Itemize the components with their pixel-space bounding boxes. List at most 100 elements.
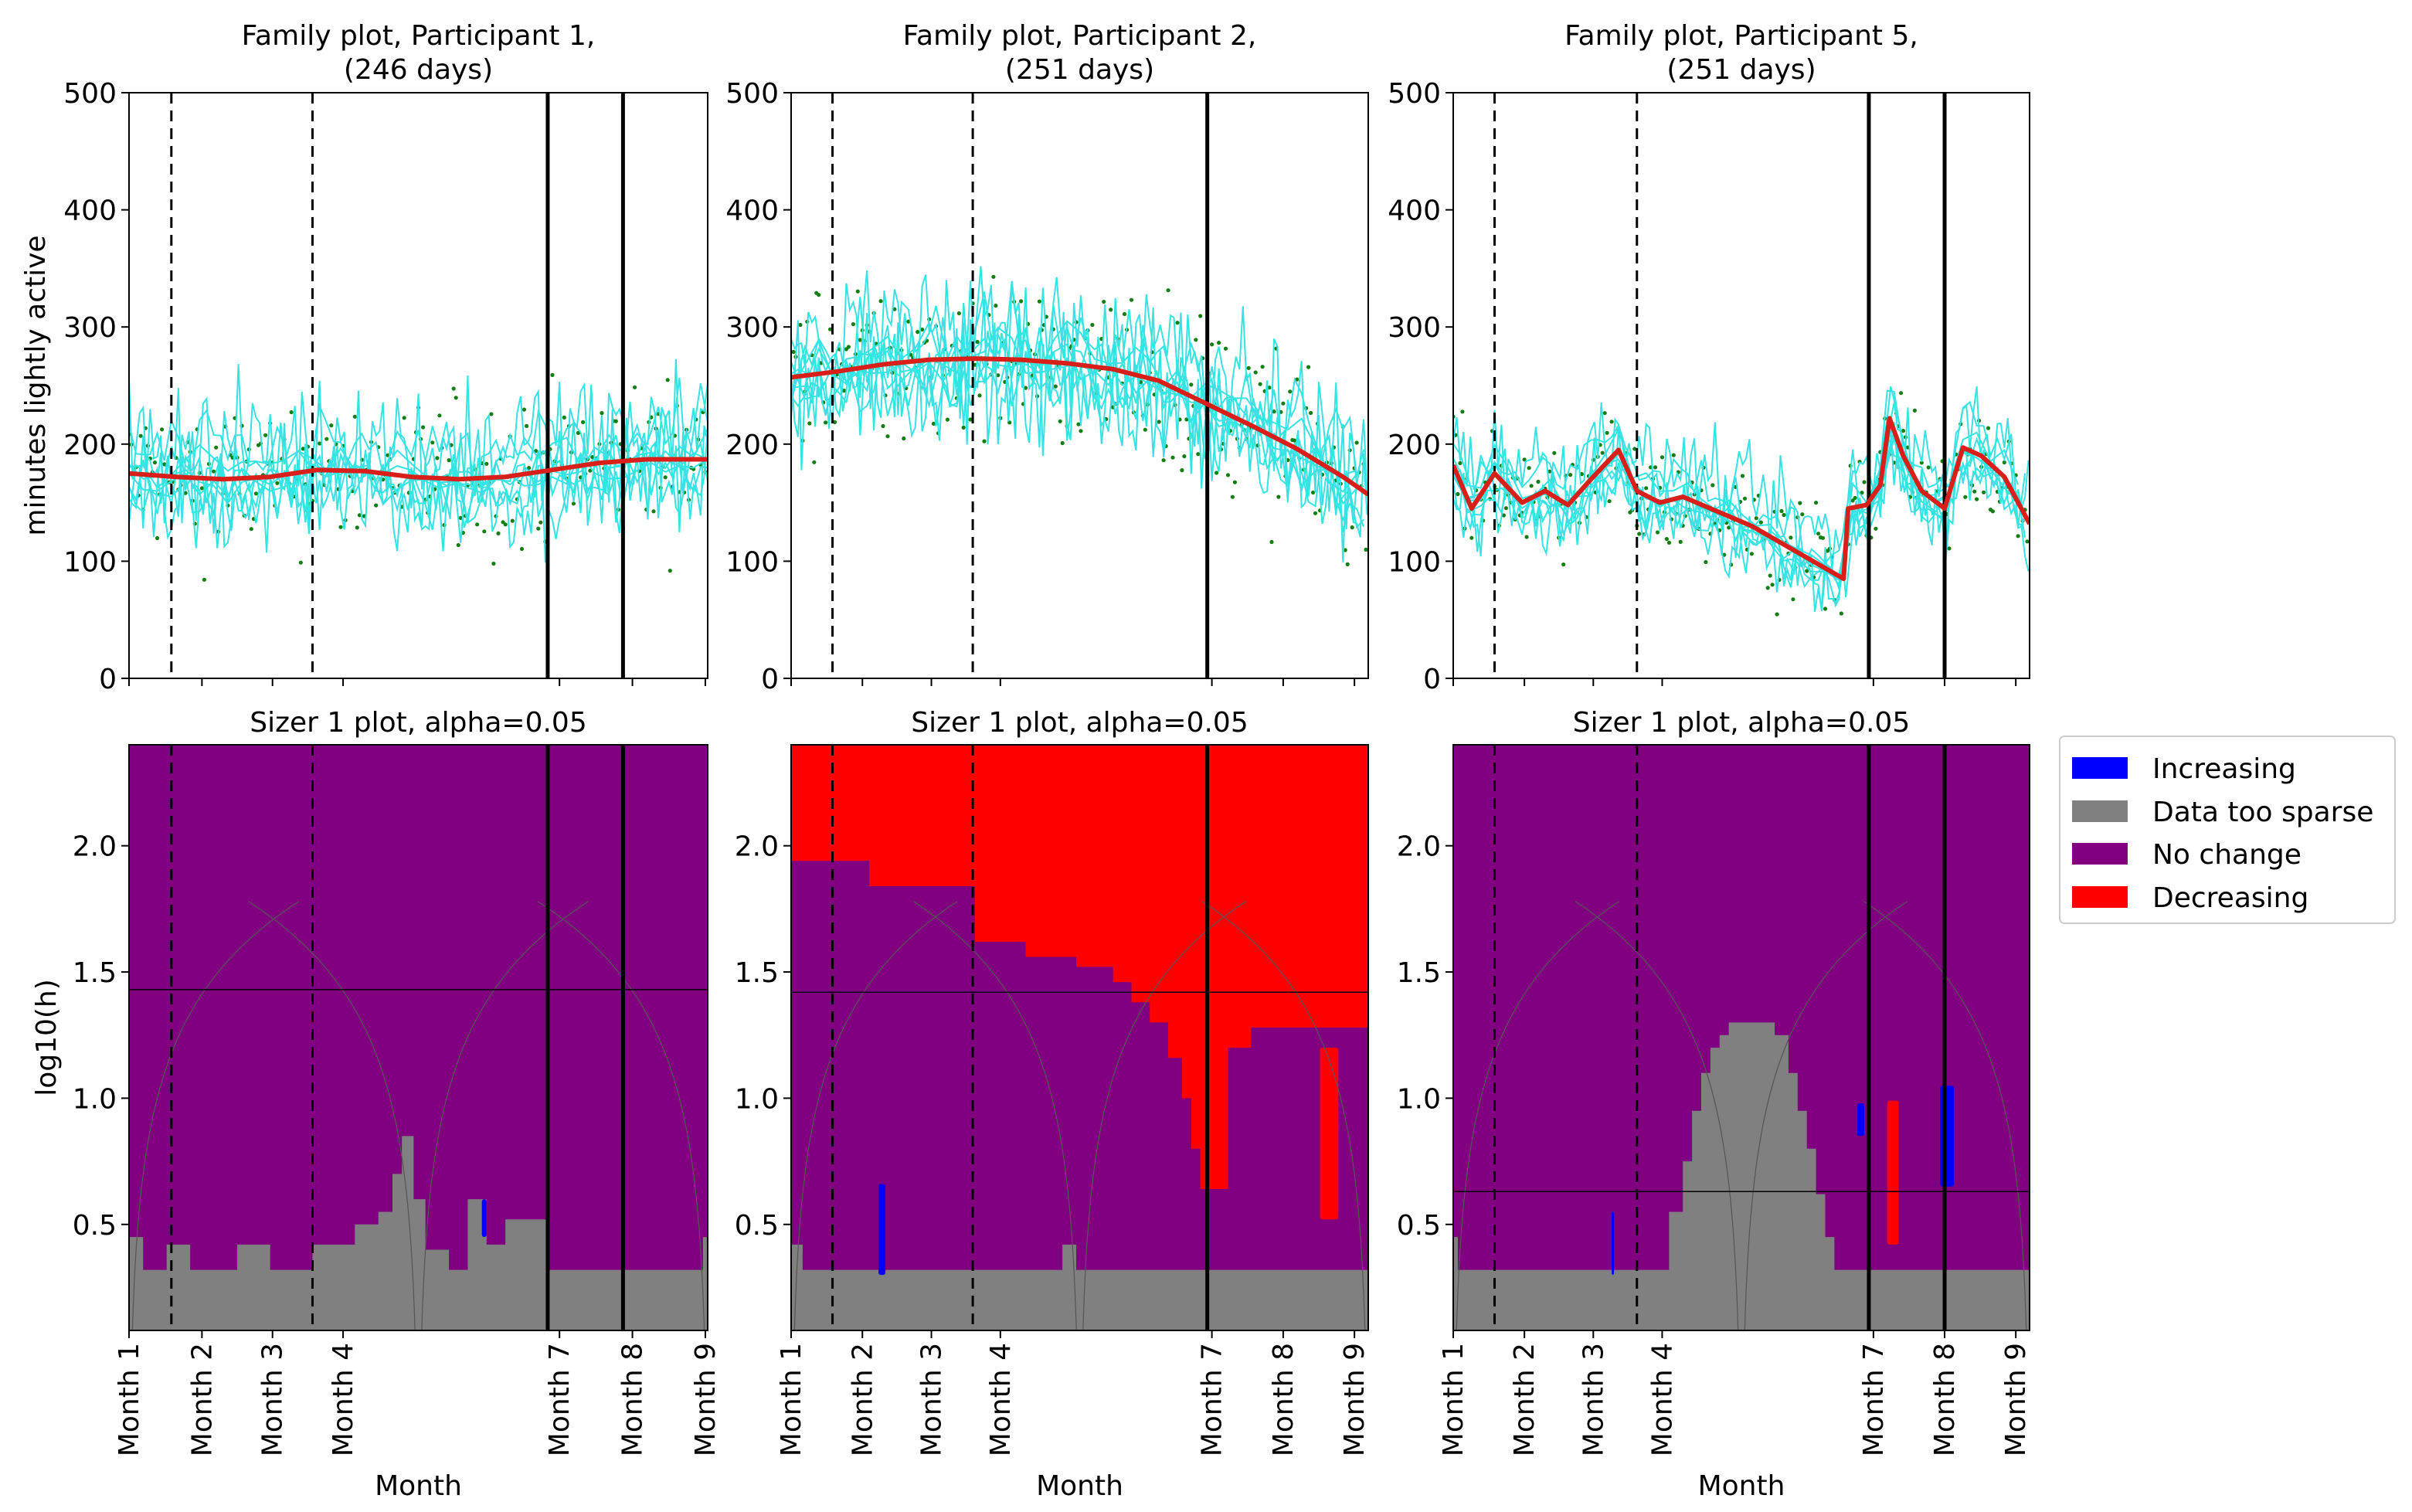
scatter-point (1874, 526, 1878, 531)
scatter-point (521, 407, 527, 412)
scatter-point (1269, 539, 1274, 545)
sizer-title: Sizer 1 plot, alpha=0.05 (1573, 707, 1910, 739)
scatter-point (1210, 342, 1214, 347)
scatter-point (1019, 299, 1024, 304)
y-tick-label: 300 (63, 312, 117, 344)
scatter-point (202, 577, 206, 582)
x-tick-label: Month 2 (1509, 1343, 1541, 1456)
scatter-point (600, 411, 604, 416)
scatter-point (329, 423, 334, 428)
family-curve (1453, 389, 2026, 569)
scatter-point (1157, 420, 1161, 424)
increasing-region (1940, 1086, 1954, 1187)
scatter-point (828, 327, 833, 331)
scatter-point (1727, 525, 1731, 530)
axes-frame (128, 744, 708, 1331)
legend-swatch-sparse (2072, 800, 2128, 822)
scatter-point (1253, 370, 1258, 375)
panels: Family plot, Participant 1,(246 days) 0 10… (20, 20, 2032, 1502)
scatter-point (1820, 535, 1826, 540)
scatter-point (1749, 552, 1754, 556)
scatter-point (1267, 386, 1272, 390)
scatter-point (318, 441, 322, 446)
x-tick-label: Month 8 (617, 1343, 649, 1456)
scatter-point (1568, 473, 1573, 477)
y-tick-label: 100 (63, 546, 117, 578)
sizer-map (1453, 745, 2030, 1330)
axes-frame (128, 92, 708, 679)
scatter-point (855, 289, 860, 294)
scatter-point (982, 439, 987, 443)
axes-frame (790, 92, 1369, 679)
family-title-line2: (251 days) (1005, 54, 1154, 86)
scatter-point (1779, 508, 1784, 514)
y-tick-label: 200 (725, 430, 779, 461)
legend-swatch-nochange (2072, 843, 2128, 865)
scatter-point (1076, 422, 1081, 426)
scatter-point (1775, 612, 1779, 617)
scatter-point (996, 373, 1000, 378)
family-curve (129, 418, 708, 549)
scatter-point (1527, 466, 1531, 471)
y-tick-label: 1.0 (1397, 1083, 1441, 1115)
scatter-point (430, 440, 435, 445)
x-axis-label: Month (1698, 1470, 1785, 1502)
scatter-point (1664, 537, 1669, 542)
scatter-point (357, 513, 362, 518)
scatter-point (160, 427, 165, 432)
scatter-point (846, 345, 851, 349)
scatter-point (496, 531, 501, 536)
scatter-point (1982, 490, 1986, 494)
scatter-point (510, 518, 515, 523)
increasing-region (1612, 1211, 1615, 1276)
scatter-point (1653, 465, 1658, 470)
y-tick-label: 0.5 (73, 1210, 117, 1242)
sizer-plot-3: Sizer 1 plot, alpha=0.05 0.5 1.0 1.5 2.0 Mont… (1397, 707, 2032, 1502)
scatter-point (975, 339, 980, 345)
scatter-point (1602, 411, 1607, 416)
scatter-point (1758, 520, 1763, 525)
scatter-point (1800, 512, 1805, 517)
scatter-point (665, 378, 670, 382)
scatter-point (1975, 497, 1979, 501)
scatter-point (1919, 460, 1924, 465)
scatter-point (1579, 472, 1584, 477)
y-tick-label: 1.0 (73, 1083, 117, 1115)
scatter-point (1765, 586, 1770, 590)
scatter-point (183, 491, 188, 495)
scatter-point (1742, 496, 1748, 501)
scatter-point (1313, 511, 1318, 515)
x-tick-label: Month 8 (1268, 1343, 1299, 1456)
y-axis-label: log10(h) (31, 979, 63, 1096)
scatter-point (1605, 430, 1609, 435)
scatter-point (1060, 440, 1065, 446)
scatter-point (1501, 513, 1506, 518)
scatter-point (1740, 474, 1745, 478)
sizer-plot-2: Sizer 1 plot, alpha=0.05 0.5 1.0 1.5 2.0 Mont… (735, 707, 1371, 1502)
scatter-point (1522, 457, 1527, 462)
scatter-point (324, 437, 329, 441)
family-title-line1: Family plot, Participant 2, (903, 20, 1257, 52)
scatter-point (503, 522, 508, 527)
legend-label-decreasing: Decreasing (2152, 882, 2308, 914)
scatter-point (1053, 384, 1058, 389)
scatter-point (858, 338, 862, 342)
scatter-point (482, 529, 487, 534)
scatter-point (1456, 491, 1460, 497)
y-tick-label: 500 (63, 78, 117, 110)
bandwidth-guide-curve (1744, 901, 1908, 1330)
data-too-sparse-region (791, 1244, 1368, 1330)
y-tick-label: 300 (1388, 312, 1441, 344)
scatter-point (613, 419, 618, 423)
smoothed-fit-line (129, 457, 708, 482)
y-axis-label: minutes lightly active (20, 235, 52, 535)
scatter-point (1166, 288, 1170, 293)
sizer-title: Sizer 1 plot, alpha=0.05 (911, 707, 1248, 739)
x-tick-label: Month 7 (1858, 1343, 1890, 1456)
scatter-point (920, 327, 925, 332)
scatter-point (1782, 512, 1786, 518)
legend-label-increasing: Increasing (2152, 753, 2296, 785)
scatter-point (878, 299, 883, 304)
scatter-point (571, 501, 576, 506)
scatter-point (1058, 419, 1062, 423)
